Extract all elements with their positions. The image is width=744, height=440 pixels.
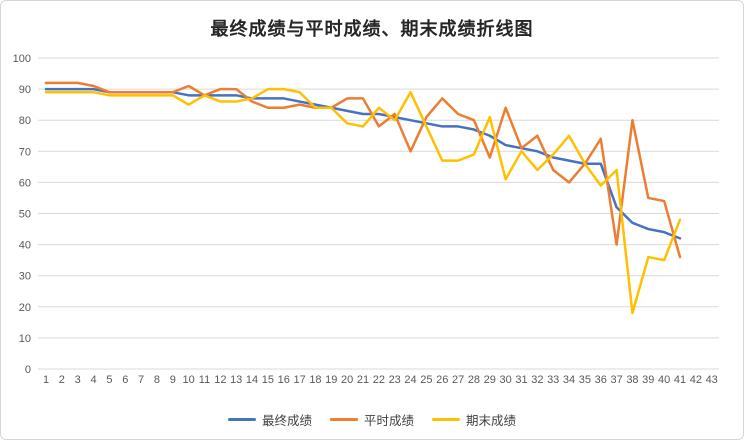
legend-swatch-exam-score bbox=[432, 418, 460, 421]
x-axis-tick-label: 27 bbox=[452, 374, 464, 386]
x-axis-tick-label: 14 bbox=[246, 374, 258, 386]
series-line-exam-score bbox=[44, 87, 682, 315]
x-axis-tick-label: 19 bbox=[325, 374, 337, 386]
y-axis-tick-label: 100 bbox=[13, 53, 31, 65]
y-axis-tick-label: 80 bbox=[19, 115, 31, 127]
chart-title: 最终成绩与平时成绩、期末成绩折线图 bbox=[210, 19, 534, 39]
x-axis-tick-label: 7 bbox=[138, 374, 144, 386]
x-axis-tick-label: 1 bbox=[43, 374, 49, 386]
x-axis-tick-label: 17 bbox=[293, 374, 305, 386]
legend-label-exam-score: 期末成绩 bbox=[466, 414, 517, 428]
legend-item-regular-score: 平时成绩 bbox=[329, 410, 414, 429]
x-axis-tick-label: 41 bbox=[674, 374, 686, 386]
y-axis-tick-label: 70 bbox=[19, 146, 31, 158]
series-line-regular-score bbox=[44, 81, 682, 259]
x-axis-tick-label: 25 bbox=[420, 374, 432, 386]
x-axis-tick-label: 38 bbox=[626, 374, 638, 386]
x-axis-tick-label: 21 bbox=[357, 374, 369, 386]
y-axis-tick-label: 20 bbox=[19, 302, 31, 314]
y-axis-tick-label: 0 bbox=[25, 364, 31, 376]
y-axis-tick-label: 60 bbox=[19, 177, 31, 189]
legend-label-final-score: 最终成绩 bbox=[261, 414, 312, 428]
x-axis-tick-label: 15 bbox=[262, 374, 274, 386]
y-axis-tick-label: 40 bbox=[19, 240, 31, 252]
y-axis-tick-label: 90 bbox=[19, 84, 31, 96]
x-axis-tick-label: 37 bbox=[610, 374, 622, 386]
x-axis-tick-label: 31 bbox=[515, 374, 527, 386]
x-axis-tick-label: 6 bbox=[122, 374, 128, 386]
x-axis-tick-label: 10 bbox=[183, 374, 195, 386]
x-axis-tick-label: 32 bbox=[531, 374, 543, 386]
legend-item-exam-score: 期末成绩 bbox=[432, 410, 516, 429]
legend-swatch-final-score bbox=[227, 418, 256, 421]
legend-item-final-score: 最终成绩 bbox=[227, 410, 312, 429]
x-axis-tick-label: 16 bbox=[278, 374, 290, 386]
y-axis-tick-label: 10 bbox=[19, 333, 31, 345]
legend-swatch-regular-score bbox=[329, 418, 358, 421]
x-axis-tick-label: 12 bbox=[214, 374, 226, 386]
x-axis-tick-label: 18 bbox=[309, 374, 321, 386]
x-axis-tick-label: 13 bbox=[230, 374, 242, 386]
x-axis-tick-label: 11 bbox=[199, 374, 210, 386]
x-axis-tick-label: 30 bbox=[500, 374, 512, 386]
x-axis-tick-label: 5 bbox=[106, 374, 112, 386]
x-axis-tick-label: 35 bbox=[579, 374, 591, 386]
x-axis-tick-label: 2 bbox=[59, 374, 65, 386]
x-axis-tick-label: 24 bbox=[404, 374, 416, 386]
x-axis-tick-label: 39 bbox=[642, 374, 654, 386]
chart-legend: 最终成绩 平时成绩 期末成绩 bbox=[1, 410, 743, 429]
y-axis-tick-label: 50 bbox=[19, 209, 31, 221]
x-axis-tick-label: 42 bbox=[690, 374, 702, 386]
x-axis-tick-label: 40 bbox=[658, 374, 670, 386]
x-axis-tick-label: 43 bbox=[706, 374, 718, 386]
x-axis-tick-label: 26 bbox=[436, 374, 448, 386]
x-axis-tick-label: 36 bbox=[595, 374, 607, 386]
legend-label-regular-score: 平时成绩 bbox=[363, 414, 414, 428]
x-axis-tick-label: 28 bbox=[468, 374, 480, 386]
x-axis-tick-label: 34 bbox=[563, 374, 575, 386]
x-axis-tick-label: 22 bbox=[373, 374, 385, 386]
x-axis-tick-label: 3 bbox=[75, 374, 81, 386]
x-axis-tick-label: 29 bbox=[484, 374, 496, 386]
x-axis-tick-label: 4 bbox=[90, 374, 96, 386]
x-axis-tick-label: 8 bbox=[154, 374, 160, 386]
y-axis-tick-label: 30 bbox=[19, 271, 31, 283]
x-axis-tick-label: 23 bbox=[389, 374, 401, 386]
x-axis-tick-label: 33 bbox=[547, 374, 559, 386]
x-axis-tick-label: 9 bbox=[170, 374, 176, 386]
x-axis-tick-label: 20 bbox=[341, 374, 353, 386]
